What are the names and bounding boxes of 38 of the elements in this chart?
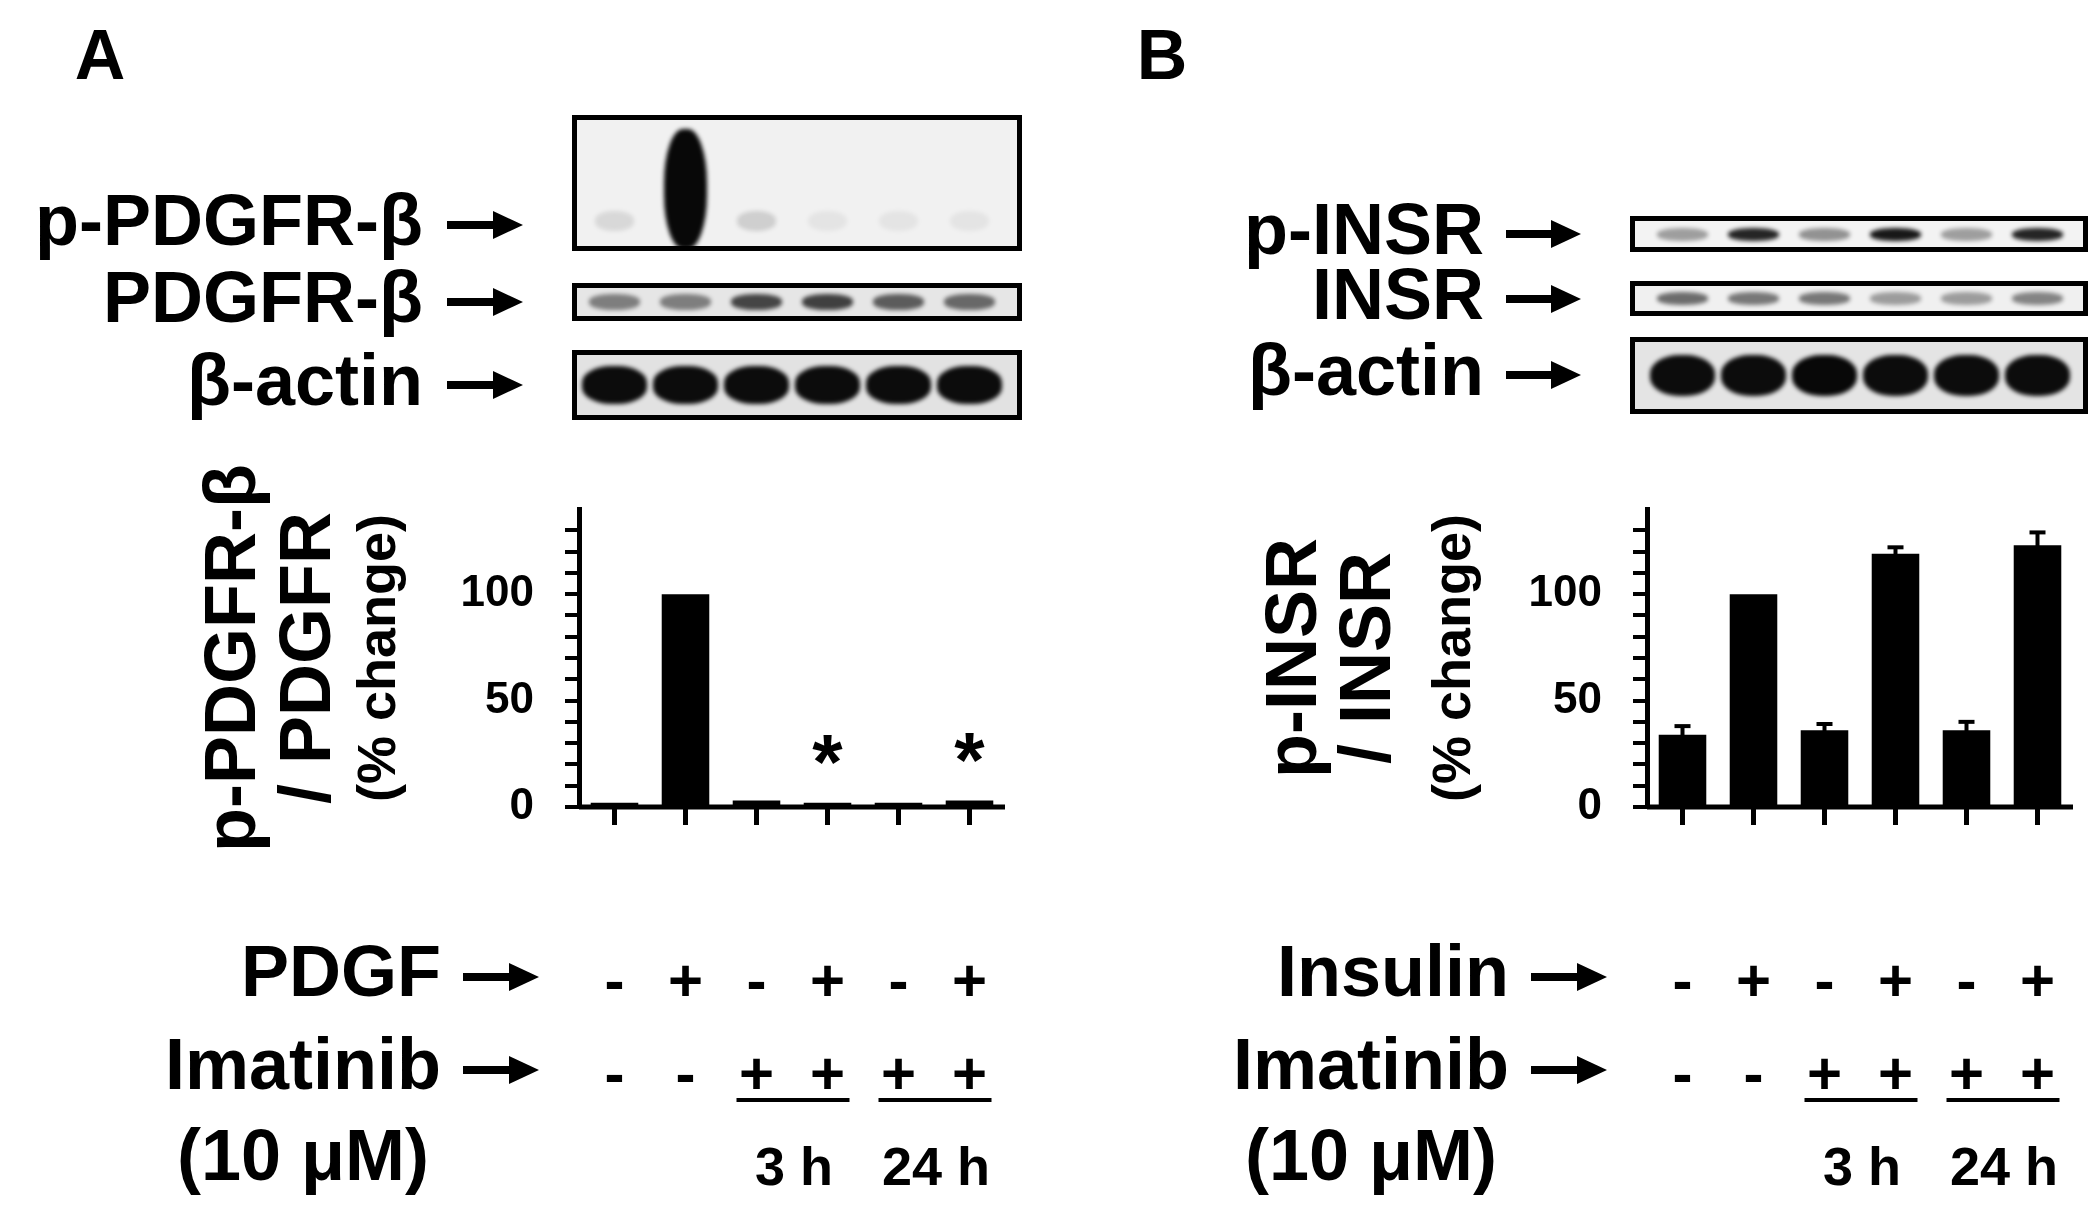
text: β-actin <box>187 339 423 420</box>
y-axis-title: p-PDGFR-β / PDGFR (% change) <box>189 464 406 852</box>
y-tick-label: 50 <box>1553 672 1602 722</box>
x-tick-label: - + <box>738 947 775 1108</box>
text: 24 h <box>881 1135 991 1196</box>
text: (10 μM) <box>176 1114 430 1195</box>
text: β-actin <box>1248 329 1484 410</box>
chart-title: A <box>74 16 126 95</box>
x-tick-label: - - <box>1672 947 1693 1108</box>
x-tick-label: - + <box>1806 947 1843 1108</box>
y-tick-label: 100 <box>460 566 534 616</box>
x-tick-label: + + <box>951 947 988 1108</box>
y-tick-label: 50 <box>485 672 534 722</box>
text: 3 h <box>1822 1135 1902 1196</box>
x-tick-label: + + <box>2019 947 2056 1108</box>
x-tick-label: - + <box>880 947 917 1108</box>
x-tick-label: + + <box>809 947 846 1108</box>
y-tick-label: 0 <box>509 779 534 829</box>
text: 3 h <box>754 1135 834 1196</box>
data-label: * <box>812 717 844 806</box>
text: p-PDGFR-β <box>35 179 423 260</box>
x-tick-label: + + <box>1877 947 1914 1108</box>
text: Imatinib <box>164 1024 441 1105</box>
text: p-INSR <box>1244 188 1484 269</box>
y-tick-label: 100 <box>1528 566 1602 616</box>
data-label: * <box>954 715 986 804</box>
x-tick-label: - - <box>604 947 625 1108</box>
x-tick-label: - + <box>1948 947 1985 1108</box>
text: Insulin <box>1277 931 1509 1012</box>
text: PDGF <box>240 931 441 1012</box>
y-axis-title: p-INSR / INSR (% change) <box>1250 513 1481 803</box>
text: 24 h <box>1949 1135 2059 1196</box>
text: Imatinib <box>1232 1024 1509 1105</box>
y-tick-label: 0 <box>1577 779 1602 829</box>
chart-title: B <box>1136 16 1188 95</box>
x-tick-label: + - <box>667 947 704 1108</box>
text: (10 μM) <box>1244 1114 1498 1195</box>
x-tick-label: + - <box>1735 947 1772 1108</box>
